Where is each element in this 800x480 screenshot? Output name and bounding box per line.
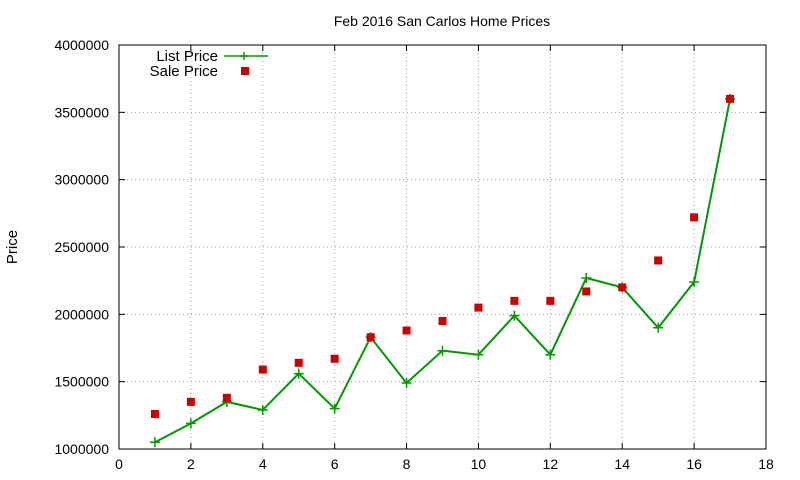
sale-price-point xyxy=(150,409,159,418)
list-price-point xyxy=(149,437,160,448)
legend-marker-list-price xyxy=(240,52,248,60)
legend: List Price Sale Price xyxy=(150,48,268,80)
x-tick-label: 8 xyxy=(403,456,411,472)
list-price-point xyxy=(257,404,268,415)
list-price-point xyxy=(329,403,340,414)
sale-price-point xyxy=(654,256,663,265)
legend-marker-sale-price xyxy=(241,67,249,75)
list-price-point xyxy=(581,272,592,283)
sale-price-point xyxy=(222,393,231,402)
x-tick-label: 14 xyxy=(614,456,630,472)
list-price-point xyxy=(401,378,412,389)
list-price-point xyxy=(689,277,700,288)
sale-price-point xyxy=(726,94,735,103)
y-tick-label: 1500000 xyxy=(54,374,109,390)
y-tick-label: 4000000 xyxy=(54,37,109,53)
y-tick-label: 3000000 xyxy=(54,172,109,188)
sale-price-point xyxy=(186,397,195,406)
x-tick-label: 10 xyxy=(471,456,487,472)
sale-price-point xyxy=(474,303,483,312)
sale-price-point xyxy=(690,213,699,222)
y-tick-label: 2500000 xyxy=(54,239,109,255)
y-tick-label: 1000000 xyxy=(54,441,109,457)
grid-lines xyxy=(119,45,766,449)
data-series xyxy=(149,93,736,448)
y-axis-label: Price xyxy=(4,230,21,264)
sale-price-point xyxy=(546,296,555,305)
sale-price-point xyxy=(510,296,519,305)
list-price-point xyxy=(293,368,304,379)
y-tick-label: 2000000 xyxy=(54,306,109,322)
list-price-point xyxy=(437,345,448,356)
list-price-point xyxy=(545,349,556,360)
y-tick-label: 3500000 xyxy=(54,104,109,120)
chart-title: Feb 2016 San Carlos Home Prices xyxy=(334,13,550,29)
x-tick-label: 4 xyxy=(259,456,267,472)
list-price-line xyxy=(154,98,732,444)
x-tick-label: 16 xyxy=(686,456,702,472)
list-price-point xyxy=(473,349,484,360)
sale-price-point xyxy=(258,365,267,374)
legend-label-sale-price: Sale Price xyxy=(150,63,218,80)
list-price-point xyxy=(653,322,664,333)
x-tick-label: 2 xyxy=(187,456,195,472)
plot-frame xyxy=(118,44,767,450)
sale-price-point xyxy=(366,333,375,342)
list-price-point xyxy=(185,418,196,429)
legend-label-list-price: List Price xyxy=(156,48,218,65)
sale-price-point xyxy=(330,354,339,363)
x-tick-label: 6 xyxy=(331,456,339,472)
x-tick-label: 12 xyxy=(543,456,559,472)
x-tick-label: 0 xyxy=(115,456,123,472)
sale-price-point xyxy=(402,326,411,335)
x-tick-label: 18 xyxy=(758,456,774,472)
sale-price-point xyxy=(582,287,591,296)
sale-price-point xyxy=(294,358,303,367)
sale-price-point xyxy=(618,283,627,292)
sale-price-point xyxy=(438,317,447,326)
axis-ticks: 0 2 4 6 8 10 12 14 16 18 1000000 1500000 2000000 2500… xyxy=(54,37,774,472)
list-price-point xyxy=(509,310,520,321)
